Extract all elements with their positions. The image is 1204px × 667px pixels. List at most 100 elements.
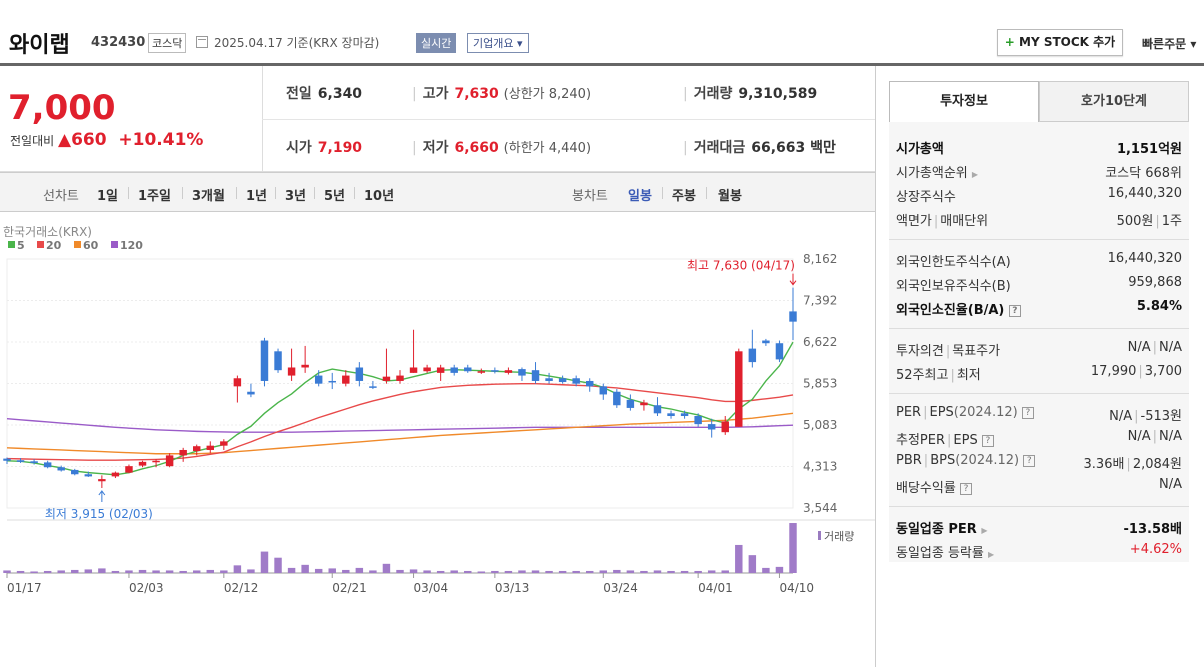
high-annotation: 최고 7,630 (04/17): [687, 259, 795, 273]
industry-per-label: 동일업종 PER: [896, 522, 977, 537]
tab-daily[interactable]: 일봉: [628, 189, 652, 204]
candle-body: [192, 446, 201, 452]
invest-info-panel: 투자정보 호가10단계 시가총액 1,151억원 시가총액순위 ▶ 코스닥 668위…: [875, 66, 1204, 667]
candle-body: [287, 367, 296, 376]
candle-body: [436, 367, 445, 373]
volume-label: 거래량: [693, 86, 733, 102]
volume-bars: 거래량: [3, 519, 875, 574]
trade-unit-label: 매매단위: [940, 214, 989, 229]
row-cap-rank[interactable]: 시가총액순위 ▶ 코스닥 668위: [896, 160, 1182, 181]
divider: [889, 239, 1189, 240]
tab-monthly[interactable]: 월봉: [718, 189, 742, 204]
chart-grid: 8,162 7,392 6,622 5,853 5,083 4,313 3,544: [6, 252, 837, 515]
bps-label: BPS: [930, 453, 956, 468]
row-foreign-hold: 외국인보유주식수(B) 959,868: [896, 273, 1182, 294]
realtime-button[interactable]: 실시간: [416, 33, 457, 53]
par-value: 500원: [1116, 214, 1154, 229]
candle-body: [680, 413, 689, 417]
tab-1d[interactable]: 1일: [97, 189, 119, 204]
help-icon[interactable]: ?: [981, 434, 994, 447]
tab-3y[interactable]: 3년: [285, 189, 307, 204]
chart-annotations: 최고 7,630 (04/17) 최저 3,915 (02/03): [45, 259, 797, 521]
price-change: 전일대비 ▲660 +10.41%: [10, 130, 203, 150]
candle-chart-label: 봉차트: [572, 189, 608, 204]
candle-body: [57, 467, 65, 471]
candle-body: [613, 391, 621, 406]
volume-bar: [369, 570, 377, 573]
tab-weekly[interactable]: 주봉: [672, 189, 696, 204]
high-arrow-icon: [789, 273, 797, 286]
volume-value: 9,310,589: [738, 86, 818, 102]
volume-bar: [260, 551, 269, 573]
tab-10y[interactable]: 10년: [364, 189, 395, 204]
calendar-icon: [196, 36, 208, 48]
candle-body: [545, 378, 553, 381]
volume-bar: [409, 569, 418, 573]
volume-bar: [98, 568, 106, 573]
x-tick-label: 04/10: [779, 581, 814, 595]
candle-body: [233, 378, 242, 387]
tab-invest-info[interactable]: 투자정보: [889, 81, 1039, 122]
volume-bar: [491, 570, 499, 573]
candle-body: [491, 370, 499, 372]
chevron-right-icon: ▶: [971, 170, 979, 179]
row-per-eps: PER | EPS(2024.12) ? N/A | -513원: [896, 405, 1182, 424]
tab-orderbook-10[interactable]: 호가10단계: [1039, 81, 1189, 122]
help-icon[interactable]: ?: [1021, 406, 1034, 419]
tab-3m[interactable]: 3개월: [192, 189, 225, 204]
tab-1w[interactable]: 1주일: [138, 189, 171, 204]
row-industry-rate[interactable]: 동일업종 등락률 ▶ +4.62%: [896, 540, 1182, 561]
tab-separator: [128, 187, 129, 199]
x-tick-label: 03/04: [414, 581, 449, 595]
candle-body: [165, 455, 174, 467]
y-tick-label: 4,313: [803, 460, 837, 474]
quick-order-dropdown[interactable]: 빠른주문 ▾: [1142, 37, 1197, 51]
candle-body: [30, 461, 38, 463]
price-chart[interactable]: 한국거래소(KRX) 5 20 60 120 8,162 7,392 6,622 5,853…: [0, 220, 875, 600]
y-tick-label: 7,392: [803, 294, 837, 308]
volume: | 거래량 9,310,589: [683, 86, 818, 102]
candle-body: [423, 367, 431, 372]
company-info-dropdown[interactable]: 기업개요 ▾: [467, 33, 529, 53]
cap-rank-value: 코스닥 668위: [1105, 166, 1182, 181]
candle-body: [558, 378, 567, 383]
est-eps-label: EPS: [953, 433, 978, 448]
candle-body: [152, 460, 160, 463]
chevron-right-icon: ▶: [981, 526, 988, 535]
volume-bar: [775, 566, 784, 573]
candle-body: [762, 340, 770, 344]
pbr-label: PBR: [896, 453, 922, 468]
legend-label-ma5: 5: [17, 239, 25, 252]
amount-value: 66,663: [751, 140, 806, 156]
candle-body: [694, 416, 702, 425]
lower-limit: (하한가 4,440): [503, 141, 592, 156]
candle-body: [342, 375, 350, 384]
target-price-label: 목표주가: [952, 344, 1001, 359]
row-par-value: 액면가 | 매매단위 500원 | 1주: [896, 214, 1182, 229]
volume-bar: [396, 569, 404, 573]
shares-label: 상장주식수: [896, 190, 956, 205]
volume-bar: [84, 569, 93, 573]
opinion-value: N/A: [1127, 340, 1151, 355]
help-icon[interactable]: ?: [1023, 454, 1036, 467]
change-percent: +10.41%: [118, 130, 204, 150]
candle-body: [301, 364, 309, 368]
tab-5y[interactable]: 5년: [324, 189, 346, 204]
add-my-stock-button[interactable]: + MY STOCK 추가: [997, 29, 1123, 56]
ma-legend: 5 20 60 120: [8, 239, 143, 252]
help-icon[interactable]: ?: [1008, 304, 1021, 317]
as-of-date: 2025.04.17 기준(KRX 장마감): [214, 36, 380, 50]
line-chart-label: 선차트: [43, 189, 79, 204]
candle-body: [247, 391, 255, 395]
foreign-ratio-value: 5.84%: [1136, 299, 1182, 314]
upper-limit: (상한가 8,240): [503, 87, 592, 102]
candle-body: [721, 421, 729, 433]
volume-bar: [138, 569, 147, 573]
candlestick-chart[interactable]: 한국거래소(KRX) 5 20 60 120 8,162 7,392 6,622 5,853…: [0, 220, 875, 600]
tab-1y[interactable]: 1년: [246, 189, 268, 204]
help-icon[interactable]: ?: [959, 482, 972, 495]
row-industry-per[interactable]: 동일업종 PER ▶ -13.58배: [896, 516, 1182, 537]
y-tick-label: 6,622: [803, 335, 837, 349]
x-axis: 01/17 02/03 02/12 02/21 03/04 03/13 03/24 04/01…: [6, 573, 814, 595]
candle-body: [396, 375, 404, 381]
